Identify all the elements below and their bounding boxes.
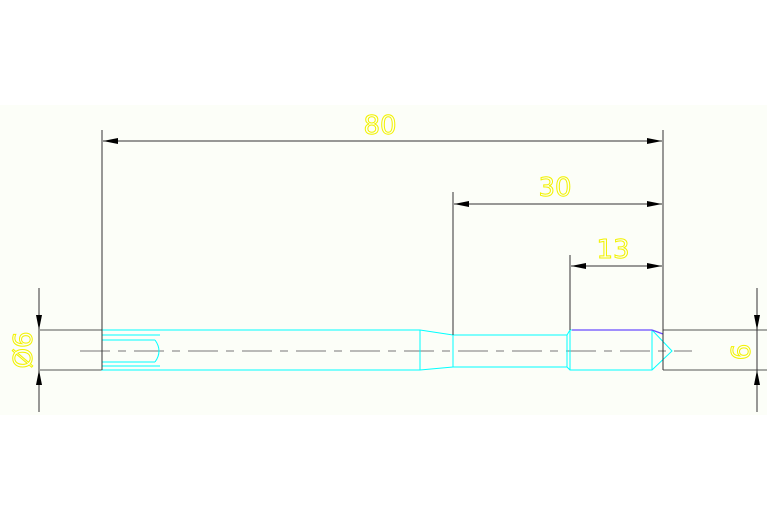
dimension-text-80: 80 [363, 111, 396, 141]
dimension-text-13: 13 [596, 235, 629, 265]
dimension-lines [36, 130, 760, 412]
shaft-part [101, 329, 673, 371]
dimension-text-30: 30 [538, 173, 571, 203]
drawing-band [0, 105, 767, 415]
thread-chamfer [651, 329, 664, 335]
dimension-text-diameter: Ø6 [9, 331, 39, 368]
dimension-text-6: 6 [727, 344, 757, 361]
outline-extension-lines [40, 329, 767, 371]
